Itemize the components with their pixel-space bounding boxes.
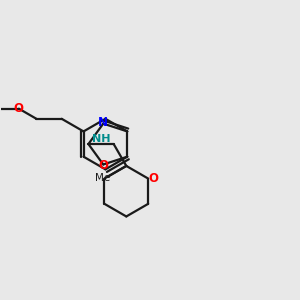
Text: O: O bbox=[148, 172, 158, 185]
Text: N: N bbox=[98, 116, 108, 129]
Text: Me: Me bbox=[95, 173, 110, 183]
Text: NH: NH bbox=[92, 134, 111, 144]
Text: O: O bbox=[13, 102, 23, 115]
Text: O: O bbox=[99, 159, 109, 172]
